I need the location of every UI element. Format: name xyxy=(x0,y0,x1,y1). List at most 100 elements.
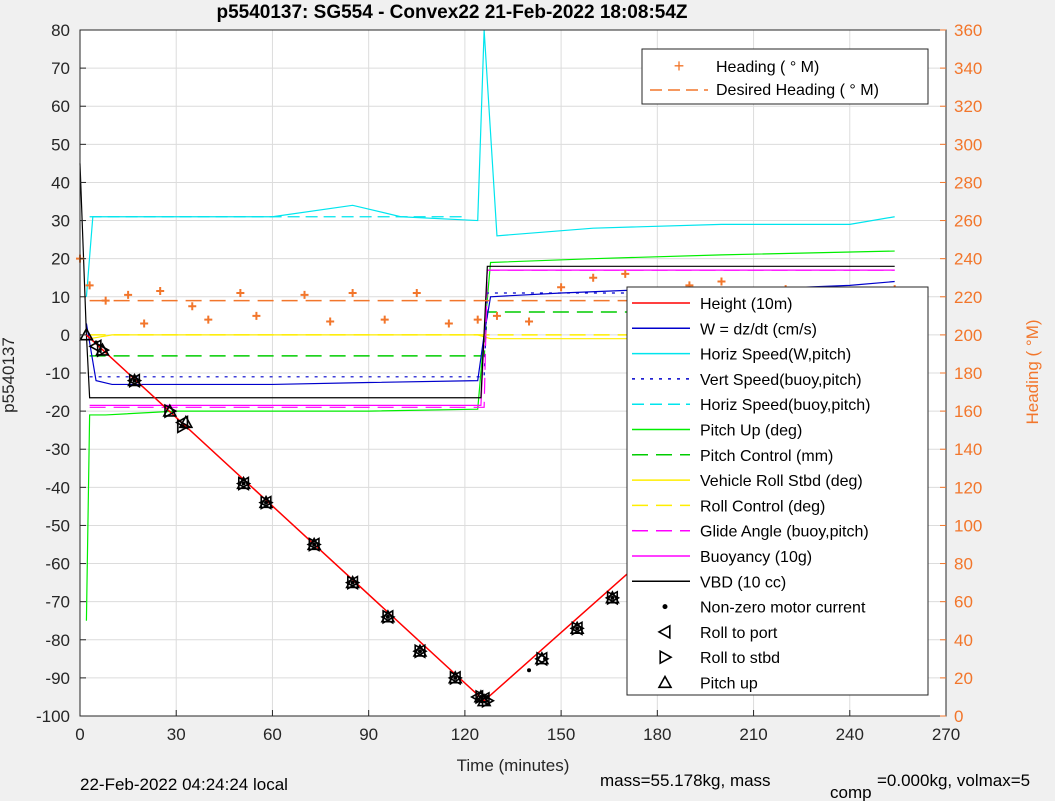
legend-swatch xyxy=(662,604,668,610)
marker-roll-to-stbd xyxy=(382,609,396,625)
heading-marker xyxy=(188,302,197,311)
marker-pitch-up xyxy=(162,403,178,417)
heading-marker xyxy=(473,315,482,324)
legend-heading-marker: + xyxy=(674,56,685,76)
chart-title: p5540137: SG554 - Convex22 21-Feb-2022 1… xyxy=(216,2,687,23)
legend-entry-label: Height (10m) xyxy=(700,296,792,313)
heading-marker xyxy=(621,269,630,278)
y-right-tick-label: 180 xyxy=(954,364,982,383)
motor-current-dot xyxy=(241,481,246,486)
motor-current-dot xyxy=(94,340,99,345)
footer-local-time: 22-Feb-2022 04:24:24 local xyxy=(80,775,288,794)
y-right-tick-label: 200 xyxy=(954,326,982,345)
legend-swatch xyxy=(659,649,673,665)
y-right-tick-label: 0 xyxy=(954,707,963,726)
heading-marker xyxy=(156,287,165,296)
motor-current-dot xyxy=(478,694,483,699)
legend-entry-label: W = dz/dt (cm/s) xyxy=(700,321,817,338)
marker-roll-to-stbd xyxy=(177,418,191,434)
y-right-tick-label: 220 xyxy=(954,288,982,307)
marker-roll-to-stbd xyxy=(128,373,143,388)
marker-roll-to-stbd xyxy=(536,651,550,667)
y-right-tick-label: 60 xyxy=(954,593,973,612)
y-left-tick-label: 80 xyxy=(51,21,70,40)
y-left-tick-label: 10 xyxy=(51,288,70,307)
heading-marker xyxy=(492,311,501,320)
y-left-tick-label: 60 xyxy=(51,97,70,116)
axes: 0 30 60 90 120 150 180 210 240 270 80 70 60 50 40 30 20 1… xyxy=(36,21,982,744)
legend-entry-label: Roll Control (deg) xyxy=(700,498,825,515)
marker-pitch-up xyxy=(345,574,360,589)
x-tick-label: 270 xyxy=(932,725,960,744)
x-tick-label: 30 xyxy=(167,725,186,744)
motor-current-dot xyxy=(485,694,490,699)
legend-entry-label: Horiz Speed(W,pitch) xyxy=(700,347,851,364)
legend-heading-entry: Heading ( ° M) xyxy=(716,59,819,76)
y-right-tick-label: 320 xyxy=(954,97,982,116)
heading-marker xyxy=(252,311,261,320)
y-left-tick-label: -90 xyxy=(45,669,70,688)
motor-current-dot xyxy=(132,378,137,383)
heading-marker xyxy=(140,319,149,328)
y-right-tick-label: 160 xyxy=(954,402,982,421)
y-left-tick-label: 20 xyxy=(51,250,70,269)
heading-marker xyxy=(236,288,245,297)
legend-entry-label: Horiz Speed(buoy,pitch) xyxy=(700,397,870,414)
marker-roll-to-stbd xyxy=(260,495,274,510)
marker-roll-to-stbd xyxy=(164,403,178,419)
y-right-tick-label: 300 xyxy=(954,135,982,154)
y-right-tick-label: 260 xyxy=(954,212,982,231)
legend-entry-label: Glide Angle (buoy,pitch) xyxy=(700,524,869,541)
heading-marker xyxy=(380,315,389,324)
series-line xyxy=(79,163,895,399)
motor-current-dot xyxy=(264,500,269,505)
motor-current-dot xyxy=(610,595,615,600)
x-tick-label: 150 xyxy=(547,725,575,744)
y-left-tick-label: 0 xyxy=(61,326,70,345)
marker-roll-to-stbd xyxy=(237,476,252,491)
heading-marker xyxy=(204,315,213,324)
y-right-tick-label: 100 xyxy=(954,516,982,535)
y-left-tick-label: -70 xyxy=(45,593,70,612)
y-left-tick-label: -60 xyxy=(45,555,70,574)
heading-marker xyxy=(717,277,726,286)
marker-roll-to-stbd xyxy=(347,575,361,590)
y-right-tick-label: 40 xyxy=(954,631,973,650)
footer-mass: mass=55.178kg, mass xyxy=(600,771,771,790)
y-left-tick-label: -100 xyxy=(36,707,70,726)
x-tick-label: 210 xyxy=(739,725,767,744)
motor-current-dot xyxy=(575,626,580,631)
heading-marker xyxy=(589,273,598,282)
y-left-tick-label: -40 xyxy=(45,478,70,497)
marker-pitch-up xyxy=(95,342,110,356)
legend-entry-label: Vert Speed(buoy,pitch) xyxy=(700,372,862,389)
legend-desired-heading-entry: Desired Heading ( ° M) xyxy=(716,82,879,99)
x-tick-label: 240 xyxy=(836,725,864,744)
y-left-tick-label: 70 xyxy=(51,59,70,78)
x-tick-label: 120 xyxy=(451,725,479,744)
y-left-tick-label: 50 xyxy=(51,135,70,154)
x-tick-label: 0 xyxy=(75,725,84,744)
motor-current-dot xyxy=(385,614,390,619)
x-tick-label: 60 xyxy=(263,725,282,744)
marker-pitch-up xyxy=(236,475,251,490)
marker-roll-to-stbd xyxy=(414,643,428,659)
heading-marker xyxy=(326,317,335,326)
series-line xyxy=(85,250,895,621)
x-tick-label: 180 xyxy=(643,725,671,744)
motor-current-dot xyxy=(180,424,185,429)
heading-marker xyxy=(85,281,94,290)
legend-heading-box xyxy=(641,48,929,105)
y-right-tick-label: 340 xyxy=(954,59,982,78)
y-axis-right-label: Heading ( °M) xyxy=(1023,319,1042,424)
marker-pitch-up xyxy=(476,693,492,707)
marker-pitch-up xyxy=(306,536,322,551)
marker-pitch-up xyxy=(412,643,428,657)
marker-roll-to-stbd xyxy=(606,590,621,606)
legend-entry-label: Pitch up xyxy=(700,676,758,693)
y-left-tick-label: 40 xyxy=(51,173,70,192)
legend-swatch xyxy=(657,674,673,689)
marker-pitch-up xyxy=(447,670,463,684)
heading-marker xyxy=(300,290,309,299)
